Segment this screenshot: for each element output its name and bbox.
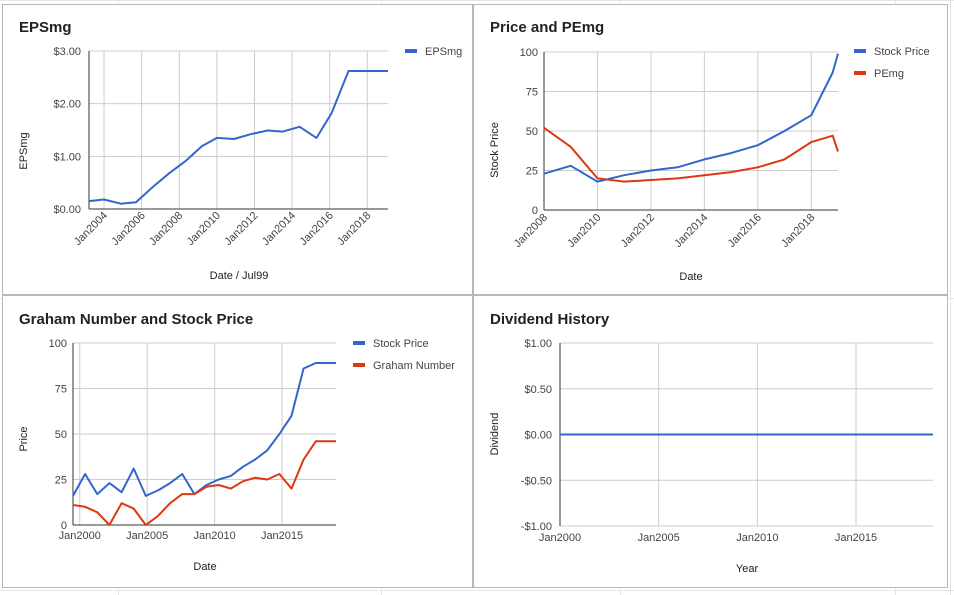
eps-x-tick-label: Jan2010 [185, 210, 223, 248]
eps-y-tick-label: $3.00 [53, 46, 81, 58]
dividend-y-tick-label: -$1.00 [521, 521, 552, 533]
price-pe-y-tick-label: 100 [520, 47, 538, 59]
price-pe-legend-swatch [854, 49, 866, 53]
dividend-chart-title: Dividend History [490, 311, 610, 328]
graham-legend-label: Graham Number [373, 360, 455, 372]
price-pe-x-tick-label: Jan2010 [565, 212, 603, 250]
eps-chart-panel: EPSmg $0.00 $1.00 $2.00 $3.00 Jan2004 Jan2006… [2, 4, 473, 295]
price-pe-y-tick-label: 50 [526, 126, 538, 138]
graham-x-tick-label: Jan2000 [59, 530, 101, 542]
graham-y-axis-title: Price [18, 426, 30, 451]
graham-y-tick-label: 100 [49, 338, 67, 350]
graham-y-tick-label: 25 [55, 475, 67, 487]
graham-legend-swatch [353, 363, 365, 367]
price-pe-x-axis-title: Date [679, 271, 702, 283]
graham-x-tick-label: Jan2005 [126, 530, 168, 542]
dividend-chart-svg: Dividend History -$1.00 -$0.50 $0.00 $0.50 $… [489, 311, 933, 575]
graham-legend-label: Stock Price [373, 338, 429, 350]
eps-y-tick-label: $2.00 [53, 99, 81, 111]
graham-y-tick-label: 50 [55, 429, 67, 441]
graham-x-tick-label: Jan2015 [261, 530, 303, 542]
eps-x-tick-label: Jan2016 [297, 210, 335, 248]
dividend-y-axis-title: Dividend [489, 413, 501, 456]
eps-x-tick-label: Jan2014 [260, 210, 298, 248]
graham-chart-svg: Graham Number and Stock Price 0 25 50 75 100… [18, 311, 455, 573]
graham-y-tick-label: 75 [55, 384, 67, 396]
eps-legend-swatch [405, 49, 417, 53]
price-pe-x-tick-label: Jan2014 [672, 212, 710, 250]
eps-series-line-0 [88, 70, 388, 205]
price-pe-legend-label: PEmg [874, 68, 904, 80]
graham-series-line-1 [72, 440, 336, 526]
eps-y-tick-label: $1.00 [53, 151, 81, 163]
price-pe-series-line-0 [543, 53, 839, 183]
price-pe-y-tick-label: 25 [526, 166, 538, 178]
background-gridline [0, 0, 954, 1]
price-pe-x-tick-label: Jan2018 [779, 212, 817, 250]
eps-x-tick-label: Jan2018 [335, 210, 373, 248]
dividend-x-tick-label: Jan2000 [539, 532, 581, 544]
price-pe-chart-panel: Price and PEmg 0 25 50 75 100 Jan2008 Jan2010 J… [473, 4, 948, 295]
price-pe-y-tick-label: 0 [532, 205, 538, 217]
eps-chart-title: EPSmg [19, 19, 72, 36]
eps-x-tick-label: Jan2006 [109, 210, 147, 248]
dividend-y-tick-label: -$0.50 [521, 475, 552, 487]
dividend-y-tick-label: $0.50 [524, 384, 552, 396]
dividend-x-tick-label: Jan2010 [736, 532, 778, 544]
price-pe-y-tick-label: 75 [526, 87, 538, 99]
price-pe-x-tick-label: Jan2016 [726, 212, 764, 250]
graham-series-line-0 [72, 362, 336, 497]
dividend-x-tick-label: Jan2005 [638, 532, 680, 544]
eps-y-tick-label: $0.00 [53, 204, 81, 216]
dividend-chart-panel: Dividend History -$1.00 -$0.50 $0.00 $0.50 $… [473, 295, 948, 588]
price-pe-legend-label: Stock Price [874, 46, 930, 58]
price-pe-x-tick-label: Jan2008 [512, 212, 550, 250]
graham-y-tick-label: 0 [61, 520, 67, 532]
eps-x-tick-label: Jan2008 [147, 210, 185, 248]
graham-chart-title: Graham Number and Stock Price [19, 311, 253, 328]
background-gridline [950, 0, 951, 595]
dividend-y-tick-label: $0.00 [524, 430, 552, 442]
graham-legend-swatch [353, 341, 365, 345]
background-gridline [0, 590, 954, 591]
eps-x-tick-label: Jan2012 [222, 210, 260, 248]
eps-y-axis-title: EPSmg [18, 132, 30, 169]
dividend-y-tick-label: $1.00 [524, 338, 552, 350]
eps-x-axis-title: Date / Jul99 [210, 270, 269, 282]
price-pe-chart-title: Price and PEmg [490, 19, 604, 36]
price-pe-series-line-1 [543, 126, 839, 183]
graham-chart-panel: Graham Number and Stock Price 0 25 50 75 100… [2, 295, 473, 588]
price-pe-legend-swatch [854, 71, 866, 75]
graham-x-tick-label: Jan2010 [194, 530, 236, 542]
graham-x-axis-title: Date [193, 561, 216, 573]
dividend-x-tick-label: Jan2015 [835, 532, 877, 544]
price-pe-x-tick-label: Jan2012 [619, 212, 657, 250]
price-pe-y-axis-title: Stock Price [489, 122, 501, 178]
price-pe-chart-svg: Price and PEmg 0 25 50 75 100 Jan2008 Jan2010 J… [489, 19, 930, 283]
dividend-x-axis-title: Year [736, 563, 759, 575]
eps-legend-label: EPSmg [425, 46, 462, 58]
